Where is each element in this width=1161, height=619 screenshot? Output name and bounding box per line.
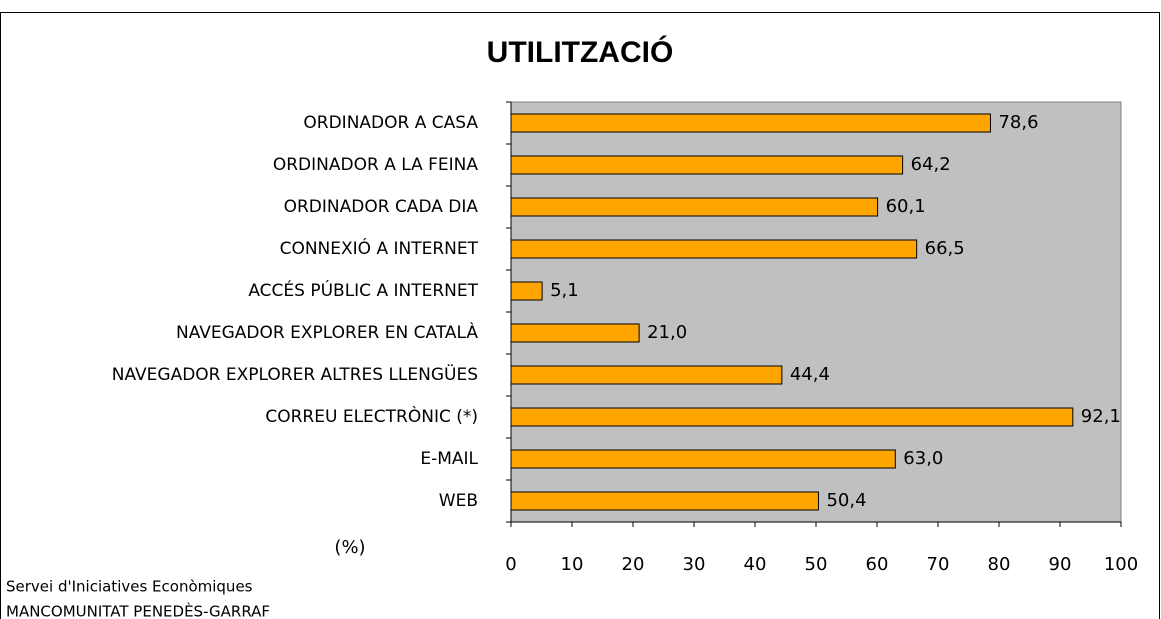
y-tick-label: ORDINADOR CADA DIA xyxy=(284,197,479,217)
bar xyxy=(510,239,918,259)
y-tick-label: E-MAIL xyxy=(420,449,478,469)
x-tick-label: 20 xyxy=(622,554,645,575)
data-label: 21,0 xyxy=(647,322,687,343)
y-tick-label: NAVEGADOR EXPLORER ALTRES LLENGÜES xyxy=(112,363,478,385)
data-label: 5,1 xyxy=(550,280,579,301)
data-label: 44,4 xyxy=(790,364,830,385)
bar xyxy=(510,323,640,343)
bar xyxy=(510,197,879,217)
x-tick-label: 70 xyxy=(927,554,950,575)
x-tick-label: 50 xyxy=(805,554,828,575)
bar xyxy=(510,407,1074,427)
data-label: 64,2 xyxy=(911,154,951,175)
x-tick-label: 10 xyxy=(561,554,584,575)
y-tick-label: CORREU ELECTRÒNIC (*) xyxy=(265,405,478,427)
bar xyxy=(510,365,783,385)
y-tick-label: CONNEXIÓ A INTERNET xyxy=(280,237,479,259)
bar xyxy=(510,491,819,511)
data-label: 50,4 xyxy=(826,490,866,511)
axis-label: (%) xyxy=(334,537,365,558)
footer-text: MANCOMUNITAT PENEDÈS-GARRAF xyxy=(6,602,270,619)
bar xyxy=(510,281,543,301)
data-label: 63,0 xyxy=(903,448,943,469)
bar xyxy=(510,449,896,469)
y-tick-label: ORDINADOR A LA FEINA xyxy=(273,155,479,175)
x-tick-label: 40 xyxy=(744,554,767,575)
y-tick-label: NAVEGADOR EXPLORER EN CATALÀ xyxy=(176,321,478,343)
footer-text: Servei d'Iniciatives Econòmiques xyxy=(6,578,253,596)
chart-title: UTILITZACIÓ xyxy=(487,35,674,69)
x-tick-label: 90 xyxy=(1049,554,1072,575)
data-label: 92,1 xyxy=(1081,406,1121,427)
data-label: 78,6 xyxy=(998,112,1038,133)
bar xyxy=(510,113,991,133)
y-tick-label: ACCÉS PÚBLIC A INTERNET xyxy=(248,279,478,301)
y-tick-label: WEB xyxy=(439,491,478,511)
x-tick-label: 80 xyxy=(988,554,1011,575)
y-tick-label: ORDINADOR A CASA xyxy=(303,113,478,133)
bar xyxy=(510,155,904,175)
x-tick-label: 0 xyxy=(505,554,516,575)
data-label: 60,1 xyxy=(886,196,926,217)
x-tick-label: 100 xyxy=(1104,554,1138,575)
x-tick-label: 30 xyxy=(683,554,706,575)
data-label: 66,5 xyxy=(925,238,965,259)
x-tick-label: 60 xyxy=(866,554,889,575)
